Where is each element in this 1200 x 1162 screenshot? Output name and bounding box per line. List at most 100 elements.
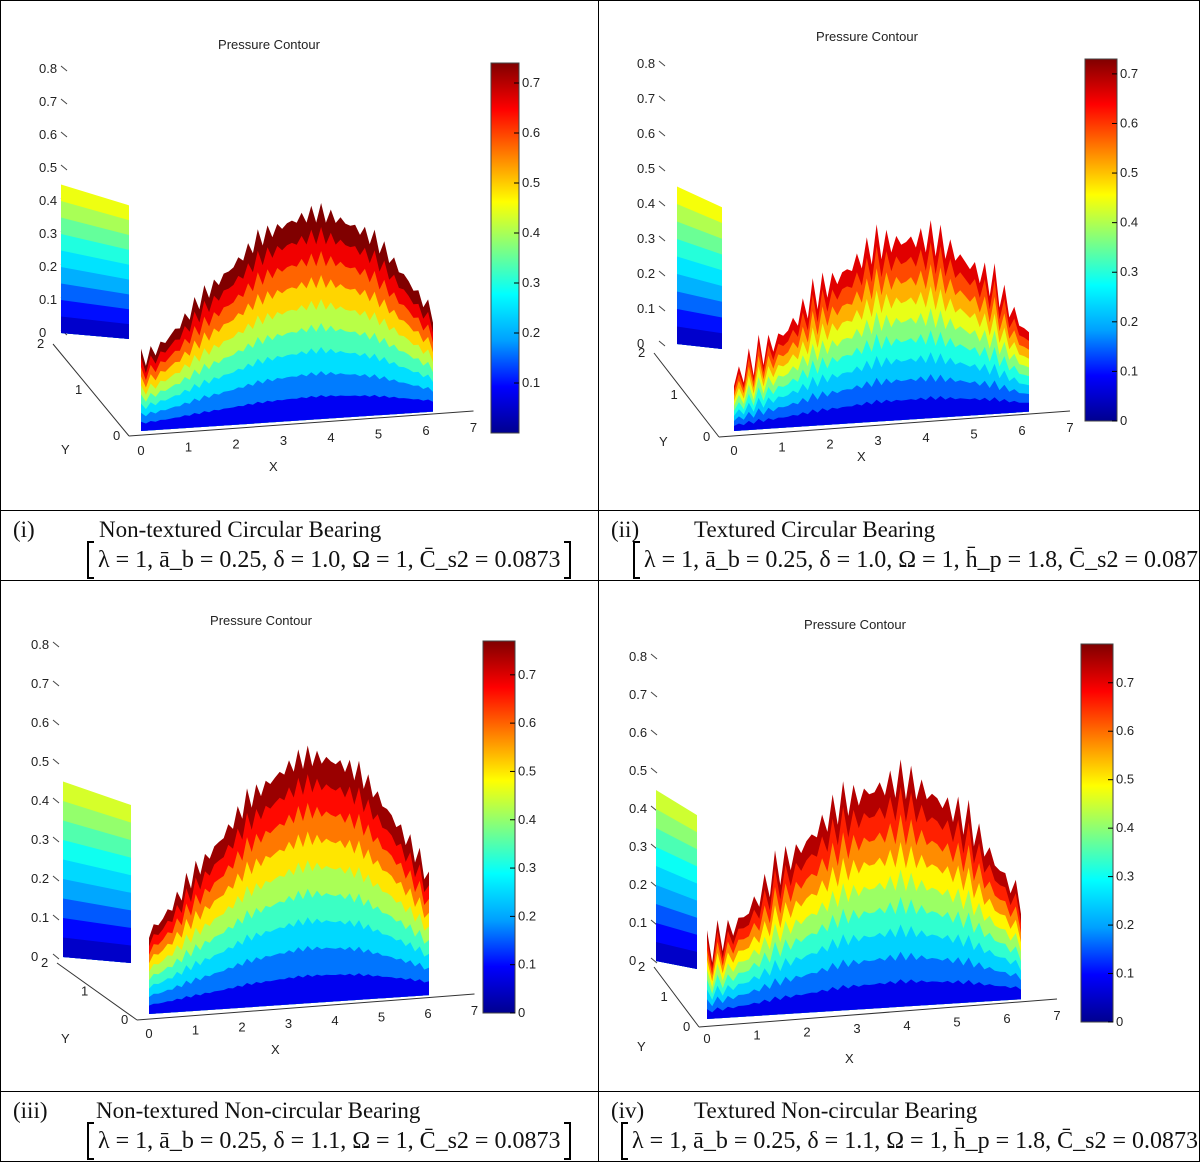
pressure-surface bbox=[63, 745, 429, 1014]
colorbar-tick-label: 0.2 bbox=[1120, 314, 1138, 329]
z-tick-mark bbox=[52, 719, 60, 726]
colorbar-tick-label: 0.2 bbox=[1116, 917, 1134, 932]
z-tick-label: 0 bbox=[629, 953, 636, 968]
x-axis-label: X bbox=[845, 1051, 854, 1066]
z-tick-mark bbox=[658, 270, 666, 277]
y-tick-label: 1 bbox=[661, 989, 668, 1004]
x-tick-label: 2 bbox=[238, 1019, 245, 1034]
z-tick-label: 0.2 bbox=[39, 259, 57, 274]
bracket-right bbox=[564, 541, 572, 579]
colorbar bbox=[490, 62, 520, 434]
z-tick-label: 0.7 bbox=[31, 676, 49, 691]
colorbar-tick-label: 0.7 bbox=[522, 75, 540, 90]
y-tick-label: 2 bbox=[41, 955, 48, 970]
colorbar bbox=[482, 640, 516, 1014]
chart-title: Pressure Contour bbox=[816, 29, 919, 44]
x-axis-line bbox=[136, 993, 475, 1021]
colorbar bbox=[1084, 58, 1118, 422]
panel-i-label: (i) bbox=[13, 517, 35, 542]
surface-wall-band bbox=[656, 942, 697, 969]
bracket-left bbox=[87, 541, 94, 579]
x-tick-label: 0 bbox=[137, 443, 144, 458]
panel-iv-params: λ = 1, ā_b = 0.25, δ = 1.1, Ω = 1, h̄_p … bbox=[621, 1122, 1200, 1160]
chart-title: Pressure Contour bbox=[218, 37, 321, 52]
x-tick-label: 6 bbox=[1003, 1011, 1010, 1026]
panel-iii-params-text: λ = 1, ā_b = 0.25, δ = 1.1, Ω = 1, C̄_s2… bbox=[98, 1127, 561, 1154]
x-tick-label: 3 bbox=[285, 1016, 292, 1031]
surface-wall-band bbox=[677, 326, 722, 349]
chart-title: Pressure Contour bbox=[804, 617, 907, 632]
z-tick-mark bbox=[650, 653, 658, 660]
surface-band bbox=[141, 394, 433, 431]
panel-iv-chart: Pressure Contour 0 0.1 0.2 0.3 0.4 0.5 0.6 0.7 0.… bbox=[629, 617, 1134, 1066]
z-tick-label: 0.1 bbox=[31, 910, 49, 925]
panel-ii-params: λ = 1, ā_b = 0.25, δ = 1.0, Ω = 1, h̄_p … bbox=[633, 541, 1200, 579]
x-tick-label: 2 bbox=[803, 1024, 810, 1039]
colorbar-tick-label: 0.2 bbox=[522, 325, 540, 340]
colorbar-tick-label: 0.5 bbox=[522, 175, 540, 190]
pressure-surface bbox=[61, 184, 433, 431]
x-tick-label: 6 bbox=[422, 423, 429, 438]
z-tick-mark bbox=[650, 729, 658, 736]
bracket-left bbox=[621, 1122, 628, 1160]
colorbar-tick-label: 0 bbox=[1116, 1014, 1123, 1029]
colorbar-tick-label: 0.1 bbox=[1120, 363, 1138, 378]
z-tick-label: 0.1 bbox=[637, 301, 655, 316]
z-tick-mark bbox=[658, 340, 666, 347]
z-tick-label: 0.5 bbox=[39, 160, 57, 175]
x-tick-label: 6 bbox=[424, 1006, 431, 1021]
z-tick-label: 0 bbox=[31, 949, 38, 964]
z-tick-mark bbox=[52, 914, 60, 921]
x-axis-line bbox=[128, 410, 474, 437]
z-tick-label: 0.6 bbox=[629, 725, 647, 740]
colorbar-tick-label: 0.7 bbox=[518, 667, 536, 682]
z-tick-label: 0.4 bbox=[39, 193, 57, 208]
colorbar-tick-label: 0.6 bbox=[522, 125, 540, 140]
panel-i-chart: Pressure Contour 0 0.1 0.2 0.3 0.4 0.5 0.6 0.7 0.… bbox=[37, 37, 540, 474]
x-tick-label: 5 bbox=[953, 1015, 960, 1030]
z-tick-mark bbox=[650, 767, 658, 774]
colorbar-tick-label: 0.6 bbox=[1116, 723, 1134, 738]
colorbar-tick-label: 0.4 bbox=[1116, 820, 1134, 835]
colorbar-tick-label: 0.6 bbox=[1120, 115, 1138, 130]
surface-band bbox=[149, 973, 429, 1014]
z-tick-mark bbox=[658, 235, 666, 242]
z-tick-mark bbox=[60, 98, 68, 105]
panel-iii-params: λ = 1, ā_b = 0.25, δ = 1.1, Ω = 1, C̄_s2… bbox=[87, 1122, 572, 1160]
x-tick-label: 7 bbox=[1066, 420, 1073, 435]
x-axis-line bbox=[718, 410, 1071, 438]
z-tick-label: 0.7 bbox=[637, 91, 655, 106]
z-tick-label: 0.3 bbox=[39, 226, 57, 241]
panel-i-params-text: λ = 1, ā_b = 0.25, δ = 1.0, Ω = 1, C̄_s2… bbox=[98, 546, 561, 573]
panel-ii-title: Textured Circular Bearing bbox=[694, 517, 936, 542]
y-tick-label: 0 bbox=[113, 428, 120, 443]
colorbar-tick-label: 0.3 bbox=[1120, 264, 1138, 279]
y-tick-label: 1 bbox=[75, 382, 82, 397]
z-tick-mark bbox=[658, 130, 666, 137]
z-tick-label: 0.6 bbox=[637, 126, 655, 141]
x-axis-label: X bbox=[271, 1042, 280, 1057]
y-tick-label: 1 bbox=[671, 387, 678, 402]
bracket-left bbox=[633, 541, 640, 579]
x-tick-label: 5 bbox=[375, 427, 382, 442]
x-axis-line bbox=[698, 998, 1058, 1028]
y-axis-label: Y bbox=[61, 1031, 70, 1046]
x-axis-label: X bbox=[857, 449, 866, 464]
z-tick-label: 0.6 bbox=[39, 127, 57, 142]
pressure-surface bbox=[656, 759, 1021, 1019]
x-tick-label: 0 bbox=[703, 1031, 710, 1046]
z-tick-label: 0.7 bbox=[629, 687, 647, 702]
colorbar-tick-label: 0.5 bbox=[1120, 165, 1138, 180]
y-axis-line bbox=[56, 962, 138, 1021]
z-tick-mark bbox=[60, 65, 68, 72]
colorbar-tick-label: 0.7 bbox=[1120, 66, 1138, 81]
panel-ii-caption: (ii) Textured Circular Bearing λ = 1, ā_… bbox=[598, 510, 1200, 581]
colorbar-tick-label: 0.7 bbox=[1116, 675, 1134, 690]
surface-wall-band bbox=[61, 316, 129, 339]
panel-ii-plot-cell: Pressure Contour 0 0.1 0.2 0.3 0.4 0.5 0.6 0.7 0.… bbox=[598, 0, 1200, 511]
y-tick-label: 2 bbox=[37, 336, 44, 351]
z-tick-label: 0.3 bbox=[637, 231, 655, 246]
x-tick-label: 3 bbox=[874, 433, 881, 448]
x-tick-label: 5 bbox=[378, 1010, 385, 1025]
panel-iii-title: Non-textured Non-circular Bearing bbox=[96, 1098, 421, 1123]
